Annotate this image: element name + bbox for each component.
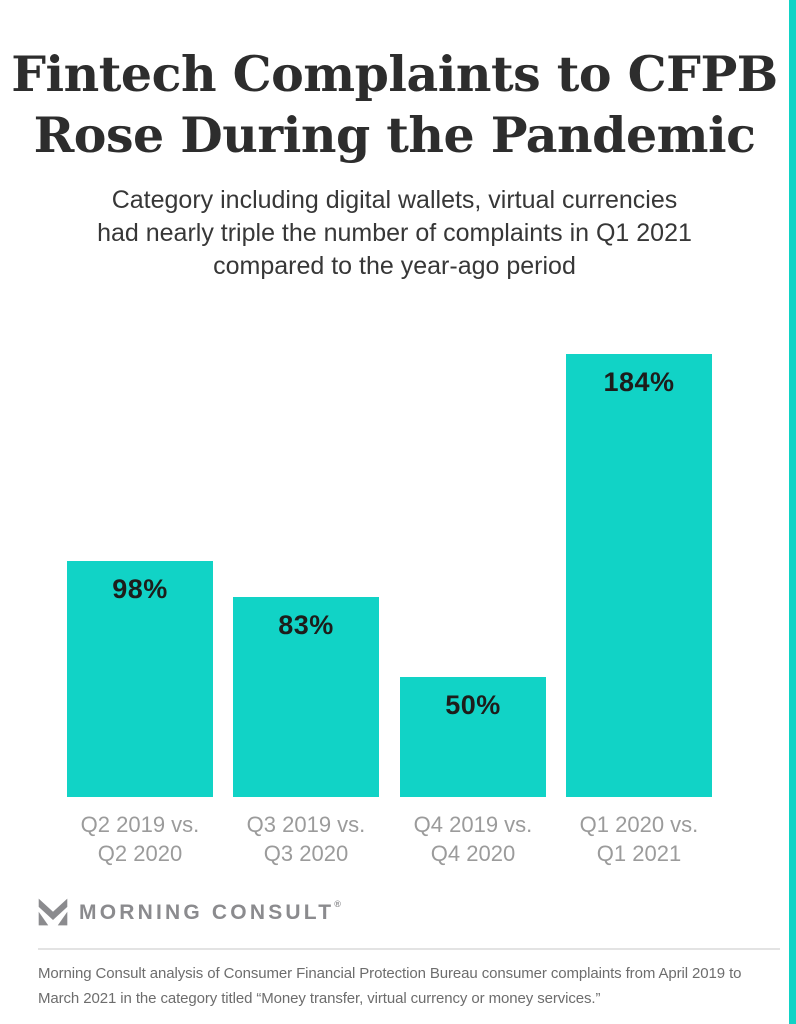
x-axis-label-line: Q3 2020 xyxy=(263,841,349,866)
chart-title-line-1: Fintech Complaints to CFPB xyxy=(11,45,778,103)
bar-3: 50% xyxy=(400,677,546,797)
footer-divider xyxy=(38,948,780,950)
chart-subtitle-line-2: had nearly triple the number of complain… xyxy=(97,219,692,247)
bar-value-label: 184% xyxy=(603,367,675,397)
morning-consult-logo: MORNING CONSULT® xyxy=(38,898,341,926)
logo-wordmark-text: MORNING CONSULT xyxy=(79,901,335,924)
x-axis-label-line: Q3 2019 vs. xyxy=(246,812,366,837)
x-axis-label-line: Q2 2019 vs. xyxy=(80,812,200,837)
bar-1: 98% xyxy=(67,561,213,797)
right-edge-accent-bar xyxy=(789,0,796,1024)
x-axis-label-line: Q4 2020 xyxy=(430,841,516,866)
chart-subtitle-line-1: Category including digital wallets, virt… xyxy=(111,186,678,214)
bar-4: 184% xyxy=(566,354,712,797)
x-axis-labels: Q2 2019 vs. Q2 2020 Q3 2019 vs. Q3 2020 Q4 2… xyxy=(0,810,796,880)
x-axis-label-4: Q1 2020 vs. Q1 2021 xyxy=(549,810,729,868)
bar-chart-plot-area: 98% 83% 50% 184% xyxy=(0,354,796,797)
x-axis-label-line: Q1 2020 vs. xyxy=(579,812,699,837)
bar-value-label: 50% xyxy=(445,690,501,720)
chart-title-line-2: Rose During the Pandemic xyxy=(33,106,756,164)
bar-value-label: 98% xyxy=(112,574,168,604)
x-axis-label-line: Q4 2019 vs. xyxy=(413,812,533,837)
source-note: Morning Consult analysis of Consumer Fin… xyxy=(38,965,742,1007)
x-axis-label-1: Q2 2019 vs. Q2 2020 xyxy=(50,810,230,868)
logo-wordmark: MORNING CONSULT® xyxy=(79,899,341,925)
chart-subtitle-line-3: compared to the year-ago period xyxy=(213,252,576,280)
x-axis-label-2: Q3 2019 vs. Q3 2020 xyxy=(216,810,396,868)
x-axis-label-line: Q1 2021 xyxy=(596,841,682,866)
bar-value-label: 83% xyxy=(278,610,334,640)
x-axis-label-line: Q2 2020 xyxy=(97,841,183,866)
bar-2: 83% xyxy=(233,597,379,797)
morning-consult-m-icon xyxy=(38,898,68,926)
chart-subtitle: Category including digital wallets, virt… xyxy=(0,184,789,283)
chart-title: Fintech Complaints to CFPB Rose During t… xyxy=(0,44,789,166)
registered-trademark-icon: ® xyxy=(334,899,341,909)
x-axis-label-3: Q4 2019 vs. Q4 2020 xyxy=(383,810,563,868)
